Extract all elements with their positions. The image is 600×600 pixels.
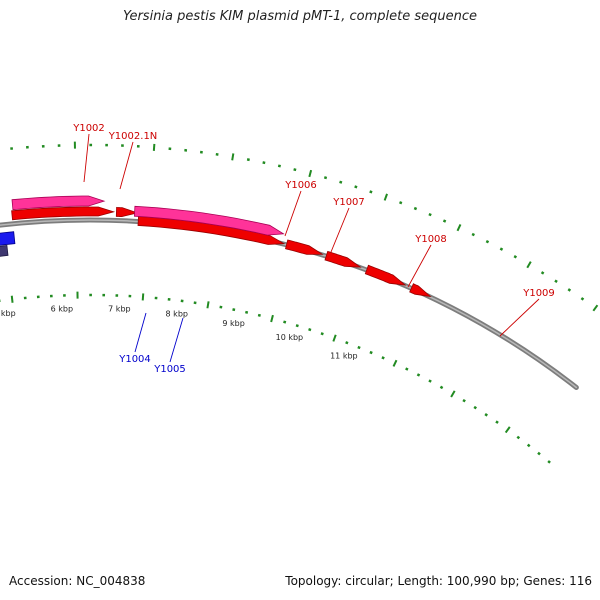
topology-summary: Topology: circular; Length: 100,990 bp; …: [285, 574, 592, 588]
gene-label: Y1005: [153, 364, 186, 375]
gene-arrow-small: [115, 206, 139, 218]
outer-ring-minor-tick: [580, 297, 585, 301]
inner-ring-minor-tick: [495, 420, 499, 424]
outer-ring-minor-tick: [485, 239, 490, 244]
outer-ring-major-tick: [231, 153, 235, 161]
outer-ring-minor-tick: [369, 190, 373, 194]
inner-ring-major-tick: [206, 301, 210, 309]
gene-label: Y1004: [118, 354, 151, 365]
kbp-tick-label: 7 kbp: [108, 305, 130, 314]
inner-ring-minor-tick: [245, 310, 249, 314]
inner-ring-minor-tick: [257, 313, 261, 317]
inner-ring-minor-tick: [357, 345, 361, 350]
gene-label: Y1002.1N: [108, 131, 158, 142]
gene-arrow-y1008: [133, 205, 285, 236]
inner-ring-minor-tick: [283, 320, 287, 324]
gene-label: Y1008: [414, 234, 447, 245]
gene-arrow-y1004: [0, 231, 16, 246]
inner-ring-major-tick: [141, 293, 145, 301]
outer-ring-minor-tick: [399, 201, 403, 205]
gene-arrow-y1009-b: [324, 250, 362, 268]
gene-arrow-y1005: [0, 245, 9, 257]
outer-ring-minor-tick: [442, 219, 447, 223]
gene-leader-line: [134, 312, 147, 353]
outer-ring-major-tick: [308, 169, 313, 178]
inner-ring-major-tick: [10, 295, 14, 303]
gene-leader-line: [407, 244, 432, 288]
kbp-tick-label: 10 kbp: [276, 333, 304, 342]
outer-ring-major-tick: [383, 193, 388, 201]
kbp-tick-label: 9 kbp: [222, 319, 244, 328]
inner-ring-minor-tick: [308, 328, 312, 332]
inner-ring-major-tick: [332, 334, 337, 342]
outer-ring-minor-tick: [471, 232, 475, 237]
inner-ring-major-tick: [450, 390, 456, 398]
gene-arrow-y1009-d: [409, 283, 432, 298]
inner-ring-minor-tick: [439, 385, 444, 390]
outer-ring-minor-tick: [354, 185, 358, 189]
outer-ring-minor-tick: [413, 206, 418, 211]
gene-leader-line: [499, 298, 540, 337]
outer-ring-major-tick: [592, 304, 599, 312]
outer-ring-major-tick: [526, 261, 532, 269]
outer-ring-minor-tick: [293, 168, 297, 172]
gene-label: Y1007: [332, 197, 365, 208]
outer-ring-minor-tick: [513, 255, 518, 259]
inner-ring-minor-tick: [405, 367, 409, 371]
kbp-tick-label: 5 kbp: [0, 309, 16, 318]
gene-leader-line: [284, 190, 302, 237]
inner-ring-minor-tick: [232, 308, 236, 312]
outer-ring-minor-tick: [428, 212, 432, 217]
outer-ring-minor-tick: [277, 164, 281, 168]
gene-label: Y1009: [522, 288, 555, 299]
outer-ring-major-tick: [456, 224, 462, 232]
inner-ring-minor-tick: [295, 324, 299, 328]
accession-label: Accession: NC_004838: [9, 574, 146, 588]
genes-layer: [0, 195, 432, 298]
outer-ring-major-tick: [152, 143, 156, 151]
kbp-tick-label: 6 kbp: [51, 305, 73, 314]
inner-ring-minor-tick: [526, 443, 531, 448]
inner-ring-minor-tick: [484, 413, 488, 417]
gene-arrow-y1009-c: [364, 264, 407, 286]
inner-ring-major-tick: [504, 426, 511, 434]
outer-ring-minor-tick: [339, 180, 343, 184]
inner-ring-minor-tick: [516, 435, 521, 440]
inner-ring-minor-tick: [416, 373, 421, 377]
inner-ring-minor-tick: [537, 451, 541, 456]
inner-ring-minor-tick: [473, 405, 477, 410]
inner-ring-minor-tick: [547, 460, 551, 464]
inner-ring-major-tick: [392, 359, 398, 367]
inner-ring-minor-tick: [428, 379, 432, 383]
gene-arrow-y1007-lower: [11, 206, 116, 221]
tick-dots-layer: [0, 141, 599, 464]
kbp-tick-label: 11 kbp: [330, 352, 358, 361]
gene-arrow-y1006: [11, 195, 106, 211]
gene-leader-line: [83, 133, 90, 183]
inner-ring-minor-tick: [381, 356, 385, 360]
outer-ring-minor-tick: [323, 176, 328, 180]
inner-ring-minor-tick: [320, 332, 324, 336]
outer-ring-minor-tick: [499, 247, 504, 251]
kbp-tick-label: 8 kbp: [166, 309, 188, 318]
gene-label: Y1006: [284, 180, 317, 191]
map-title: Yersinia pestis KIM plasmid pMT-1, compl…: [122, 9, 478, 24]
gene-arrow-y1009-a: [285, 239, 324, 255]
gene-label: Y1002: [72, 123, 105, 134]
gene-leader-line: [330, 207, 350, 253]
gene-leader-line: [119, 141, 134, 190]
inner-ring-minor-tick: [345, 341, 349, 345]
inner-ring-major-tick: [270, 314, 274, 323]
outer-ring-minor-tick: [554, 279, 558, 284]
inner-ring-minor-tick: [462, 398, 466, 403]
outer-ring-minor-tick: [567, 288, 572, 292]
inner-ring-minor-tick: [369, 350, 373, 355]
outer-ring-minor-tick: [540, 271, 545, 275]
outer-ring-minor-tick: [262, 161, 266, 165]
gene-leader-line: [169, 317, 184, 363]
